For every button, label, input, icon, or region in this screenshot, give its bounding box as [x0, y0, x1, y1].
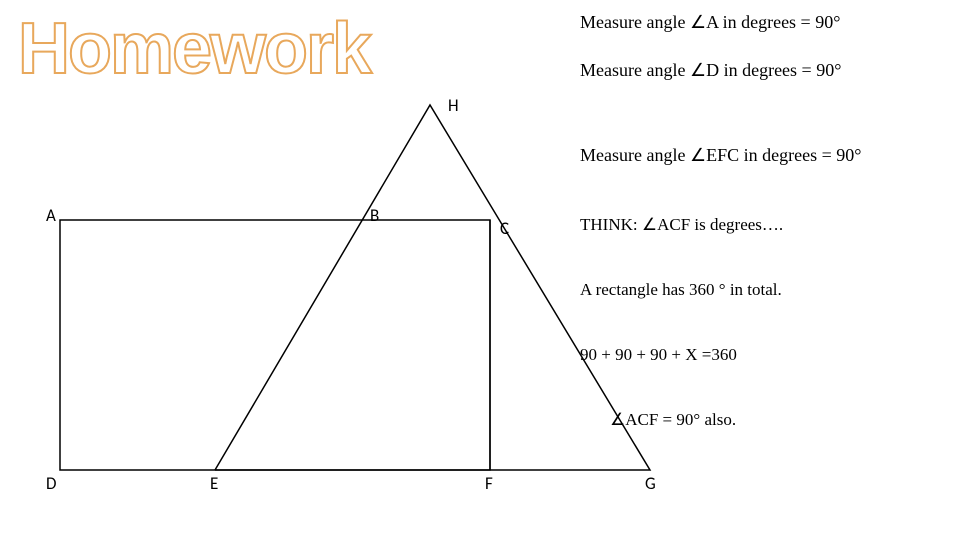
point-label-g: G [645, 473, 656, 494]
statement-angle-d: Measure angle ∠D in degrees = 90° [580, 60, 841, 81]
point-label-a: A [46, 205, 56, 226]
geometry-diagram: H A B C D E F G [40, 100, 660, 500]
page-title: Homework [18, 8, 370, 90]
rectangle-shape [60, 220, 490, 470]
point-label-h: H [448, 95, 459, 116]
triangle-shape [215, 105, 650, 470]
point-label-d: D [46, 473, 56, 494]
point-label-c: C [500, 218, 509, 239]
diagram-svg [40, 100, 660, 500]
statement-angle-a: Measure angle ∠A in degrees = 90° [580, 12, 840, 33]
point-label-e: E [210, 473, 218, 494]
point-label-b: B [370, 205, 379, 226]
point-label-f: F [485, 473, 493, 494]
